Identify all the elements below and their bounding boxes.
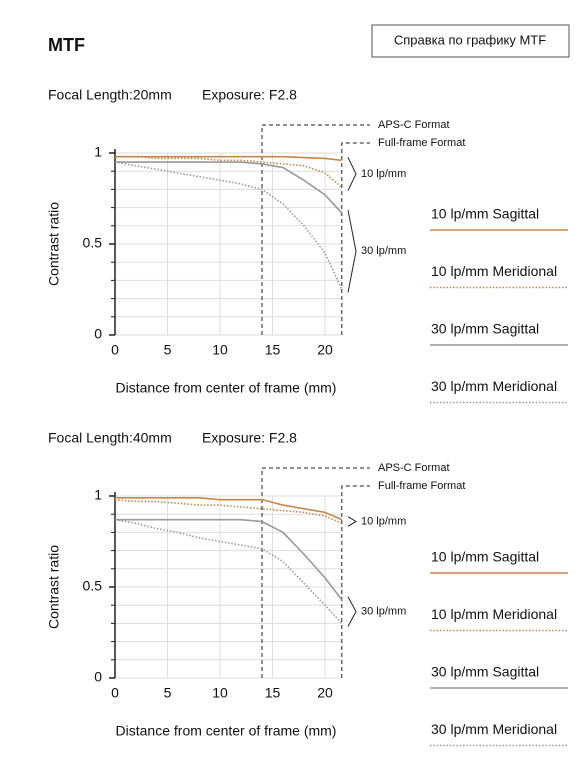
x-tick-label: 0: [111, 342, 119, 358]
page-title: MTF: [48, 35, 85, 55]
y-tick-label: 0.5: [83, 235, 103, 251]
legend-label: 10 lp/mm Meridional: [431, 606, 557, 622]
series-line: [114, 518, 343, 624]
format-line: [261, 467, 370, 678]
y-axis-label: Contrast ratio: [46, 202, 62, 286]
y-tick-label: 1: [94, 144, 102, 160]
frequency-label: 10 lp/mm: [361, 515, 406, 527]
format-line: [341, 142, 370, 335]
x-tick-label: 15: [265, 342, 281, 358]
y-tick-label: 1: [94, 487, 102, 503]
series-line: [115, 518, 343, 601]
x-tick-label: 15: [265, 685, 281, 701]
legend-label: 10 lp/mm Sagittal: [431, 206, 539, 222]
x-tick-label: 0: [111, 685, 119, 701]
legend-label: 30 lp/mm Sagittal: [431, 664, 539, 680]
exposure: Exposure: F2.8: [202, 87, 297, 103]
help-button[interactable]: [371, 24, 570, 58]
legend-label: 30 lp/mm Meridional: [431, 721, 557, 737]
format-line: [341, 485, 370, 678]
x-tick-label: 5: [164, 342, 172, 358]
series-line: [115, 155, 342, 162]
help-button-label[interactable]: Справка по графику MTF: [394, 32, 546, 47]
format-label: APS-C Format: [378, 119, 450, 131]
bracket: [347, 209, 357, 293]
x-tick-label: 5: [164, 685, 172, 701]
frequency-label: 30 lp/mm: [361, 605, 406, 617]
series-line: [114, 498, 343, 525]
y-tick-label: 0: [94, 326, 102, 342]
x-tick-label: 20: [317, 342, 333, 358]
exposure: Exposure: F2.8: [202, 430, 297, 446]
focal-length: Focal Length:40mm: [48, 430, 172, 446]
y-tick-label: 0: [94, 669, 102, 685]
x-axis-label: Distance from center of frame (mm): [116, 380, 337, 396]
y-axis-label: Contrast ratio: [46, 545, 62, 629]
x-tick-label: 10: [212, 685, 228, 701]
series-line: [115, 497, 343, 521]
bracket: [347, 516, 357, 527]
format-label: Full-frame Format: [378, 137, 465, 149]
legend-label: 30 lp/mm Meridional: [431, 378, 557, 394]
frequency-label: 30 lp/mm: [361, 245, 406, 257]
series-line: [115, 161, 343, 214]
x-tick-label: 20: [317, 685, 333, 701]
x-tick-label: 10: [212, 342, 228, 358]
legend-label: 30 lp/mm Sagittal: [431, 321, 539, 337]
format-label: Full-frame Format: [378, 480, 465, 492]
format-line: [261, 124, 370, 335]
focal-length: Focal Length:20mm: [48, 87, 172, 103]
bracket: [347, 596, 357, 627]
legend-label: 10 lp/mm Meridional: [431, 263, 557, 279]
x-axis-label: Distance from center of frame (mm): [116, 723, 337, 739]
bracket: [347, 157, 357, 191]
format-label: APS-C Format: [378, 462, 450, 474]
legend-label: 10 lp/mm Sagittal: [431, 549, 539, 565]
y-tick-label: 0.5: [83, 578, 103, 594]
series-line: [115, 155, 343, 189]
frequency-label: 10 lp/mm: [361, 168, 406, 180]
